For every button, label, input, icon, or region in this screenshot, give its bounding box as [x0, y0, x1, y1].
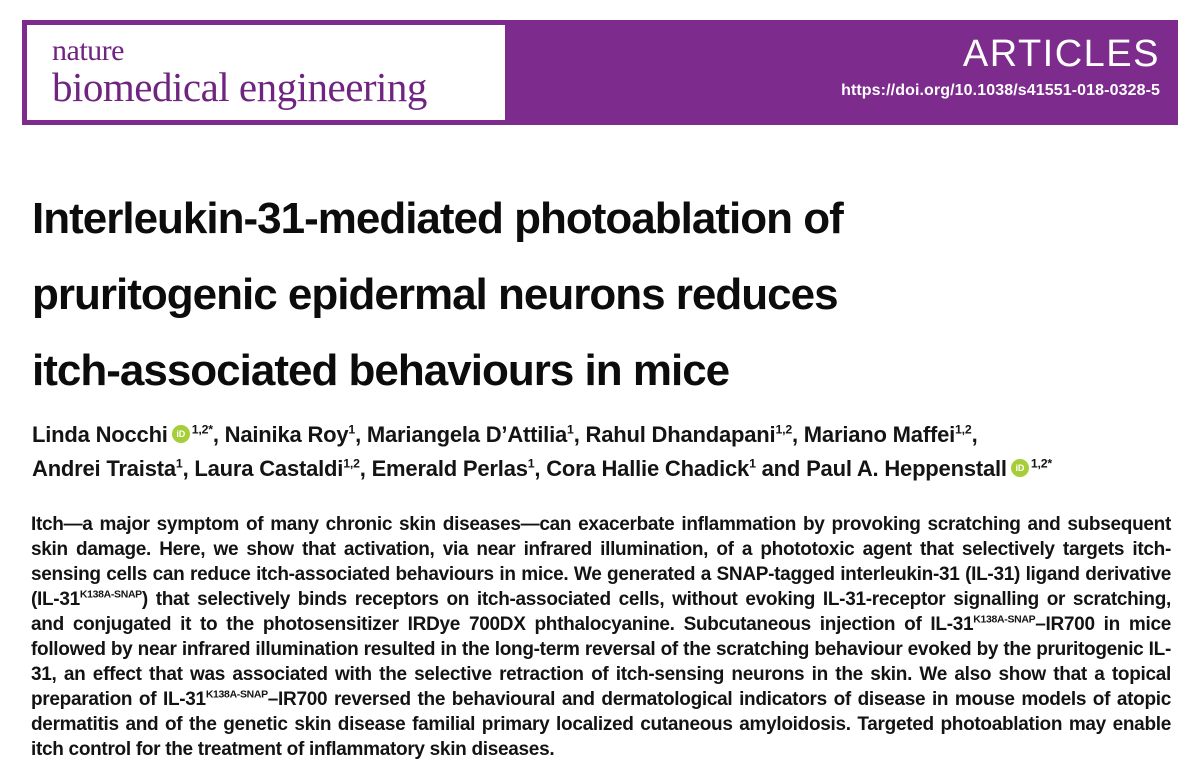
journal-name-line1: nature [52, 33, 124, 67]
author-line-2: Andrei Traista1, Laura Castaldi1,2, Emer… [32, 456, 1052, 481]
journal-logo: nature biomedical engineering [27, 25, 505, 120]
superscript-affiliation: K138A-SNAP [205, 689, 268, 701]
superscript-affiliation: 1 [348, 422, 356, 437]
journal-name-line2: biomedical engineering [52, 63, 427, 110]
abstract-text: Itch—a major symptom of many chronic ski… [31, 514, 1171, 760]
article-title-line-1: Interleukin-31-mediated photoablation of [32, 194, 844, 243]
superscript-affiliation: 1,2 [343, 456, 360, 471]
superscript-affiliation: 1,2 [775, 422, 792, 437]
superscript-affiliation: 1 [749, 456, 756, 471]
article-title-line-3: itch-associated behaviours in mice [32, 346, 730, 395]
superscript-affiliation: K138A-SNAP [79, 589, 142, 601]
superscript-affiliation: 1,2 [955, 422, 972, 437]
article-type-banner: ARTICLES https://doi.org/10.1038/s41551-… [841, 33, 1160, 100]
author-list: Linda Nocchi iD 1,2*, Nainika Roy1, Marian… [32, 418, 1052, 486]
superscript-affiliation: 1 [567, 422, 574, 437]
orcid-icon[interactable]: iD [171, 425, 190, 443]
author-line-1: Linda Nocchi iD 1,2*, Nainika Roy1, Marian… [32, 422, 978, 447]
superscript-affiliation: 1 [175, 456, 183, 471]
article-title: Interleukin-31-mediated photoablation of… [32, 194, 844, 395]
superscript-affiliation: K138A-SNAP [973, 614, 1036, 626]
journal-masthead: nature biomedical engineering ARTICLES h… [22, 20, 1178, 125]
doi-link[interactable]: https://doi.org/10.1038/s41551-018-0328-… [841, 81, 1160, 99]
article-type-label: ARTICLES [962, 33, 1160, 75]
orcid-icon[interactable]: iD [1010, 459, 1029, 477]
superscript-affiliation: 1,2* [1030, 456, 1052, 471]
article-title-line-2: pruritogenic epidermal neurons reduces [32, 270, 839, 319]
superscript-affiliation: 1,2* [191, 422, 213, 437]
superscript-affiliation: 1 [527, 456, 535, 471]
